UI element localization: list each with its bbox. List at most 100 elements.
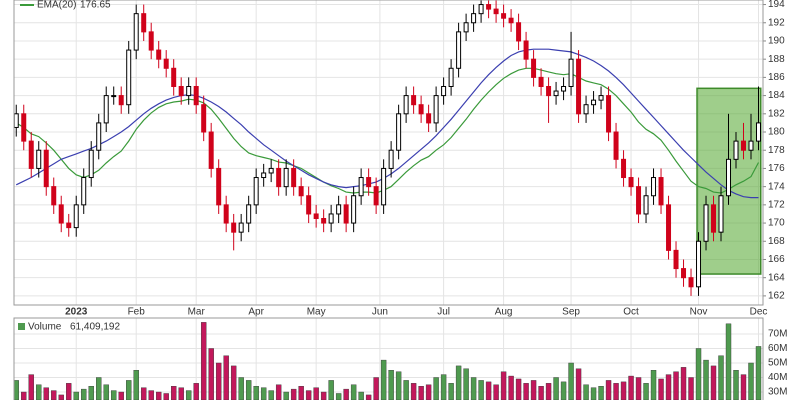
y-tick-label: 190 — [768, 36, 785, 47]
candle-body — [358, 177, 364, 197]
y-tick-label: 184 — [768, 90, 785, 101]
volume-bar — [590, 387, 597, 400]
volume-bar — [403, 380, 409, 400]
volume-bar — [126, 380, 132, 400]
volume-bar — [493, 384, 499, 400]
y-tick-label: 194 — [768, 0, 785, 10]
ema-legend-value: 176.65 — [80, 0, 111, 11]
candle-body — [426, 113, 432, 124]
candle-body — [523, 40, 529, 60]
candle-body — [276, 167, 282, 188]
y-tick-label: 30M — [768, 387, 787, 398]
candle-body — [321, 218, 327, 224]
volume-bar — [500, 371, 507, 400]
x-tick-label: Aug — [495, 307, 513, 318]
volume-bar — [440, 374, 447, 400]
volume-bar — [200, 322, 207, 400]
candle-body — [51, 186, 57, 206]
volume-bar — [66, 383, 72, 400]
volume-bar — [185, 390, 192, 400]
volume-bar — [575, 368, 582, 400]
candle-body — [253, 177, 259, 206]
volume-bar — [658, 378, 664, 400]
candle-body — [343, 204, 349, 224]
volume-bar — [365, 394, 372, 400]
volume-bar — [613, 383, 619, 400]
volume-bar — [373, 377, 379, 400]
y-tick-label: 70M — [768, 329, 787, 340]
candle-body — [13, 113, 19, 128]
volume-bar — [223, 355, 229, 400]
volume-bar — [253, 386, 259, 400]
volume-bar — [673, 371, 679, 400]
volume-bar — [148, 390, 154, 400]
volume-bar — [28, 374, 34, 400]
x-tick-label: Apr — [248, 307, 264, 318]
volume-bar — [133, 370, 139, 400]
volume-bar — [215, 362, 222, 400]
volume-bar — [328, 380, 334, 400]
volume-bar — [680, 367, 687, 400]
candle-body — [36, 149, 42, 169]
volume-bar — [545, 383, 552, 400]
candle-body — [126, 49, 132, 106]
y-tick-label: 168 — [768, 236, 785, 247]
moving-average-line — [15, 48, 759, 199]
volume-bar — [305, 390, 312, 400]
volume-bar — [283, 391, 289, 400]
y-tick-label: 178 — [768, 145, 785, 156]
volume-bar — [523, 383, 529, 400]
candle-body — [658, 177, 664, 206]
candle-body — [336, 204, 342, 215]
volume-bar — [380, 359, 387, 400]
volume-bar — [260, 387, 267, 400]
y-tick-label: 40M — [768, 372, 787, 383]
volume-bar — [350, 384, 357, 400]
y-tick-label: 182 — [768, 108, 785, 119]
y-tick-label: 188 — [768, 54, 785, 65]
volume-bar — [418, 386, 424, 400]
candle-body — [583, 104, 589, 115]
candle-body — [208, 131, 214, 169]
candle-body — [673, 249, 679, 270]
candle-body — [283, 167, 289, 188]
volume-bar — [508, 375, 514, 400]
candle-body — [486, 4, 492, 10]
candle-body — [351, 195, 357, 224]
volume-bar — [103, 384, 109, 400]
candle-body — [66, 222, 72, 229]
candle-body — [726, 158, 732, 197]
volume-bar — [620, 381, 627, 400]
volume-bar — [88, 386, 94, 400]
volume-bar — [560, 381, 567, 400]
volume-bar — [335, 393, 342, 400]
volume-bar — [275, 384, 282, 400]
candle-body — [291, 167, 297, 188]
candle-body — [433, 95, 439, 124]
volume-bar — [425, 384, 432, 400]
x-tick-label: Dec — [750, 307, 768, 318]
volume-legend-swatch — [18, 323, 25, 330]
x-tick-label: 2023 — [65, 307, 88, 318]
candle-body — [268, 167, 274, 174]
y-tick-label: 192 — [768, 17, 785, 28]
candle-body — [703, 204, 709, 242]
ema-legend-name: EMA(20) — [37, 0, 76, 11]
x-tick-label: Jun — [372, 307, 388, 318]
volume-bar — [58, 394, 64, 400]
volume-bar — [320, 391, 327, 400]
volume-bar — [51, 390, 57, 400]
volume-bar — [605, 380, 612, 400]
candle-body — [418, 104, 424, 115]
volume-bar — [193, 383, 199, 400]
candle-body — [231, 222, 237, 233]
candle-body — [741, 140, 747, 151]
volume-bar — [238, 377, 244, 400]
volume-bar — [208, 348, 214, 400]
candle-body — [621, 158, 627, 179]
y-tick-label: 50M — [768, 358, 787, 369]
candle-body — [696, 240, 702, 288]
candle-body — [403, 95, 409, 115]
